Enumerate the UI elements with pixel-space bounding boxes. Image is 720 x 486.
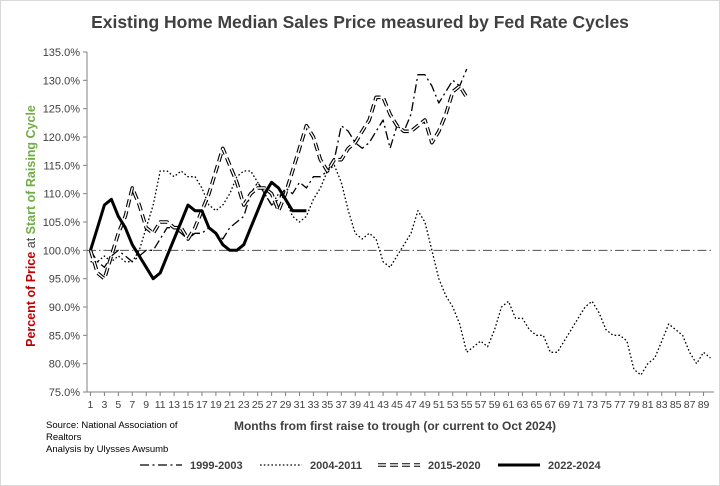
x-tick-label: 57: [475, 399, 487, 411]
x-tick-label: 27: [266, 399, 278, 411]
y-tick-label: 105.0%: [43, 217, 81, 229]
x-tick-label: 87: [684, 399, 696, 411]
y-axis-title-part3: Start of Raising Cycle: [24, 105, 38, 234]
x-tick-label: 85: [670, 399, 682, 411]
x-tick-label: 23: [238, 399, 250, 411]
x-tick-label: 43: [377, 399, 389, 411]
series-line: [89, 180, 307, 281]
x-tick-label: 49: [419, 399, 431, 411]
x-tick-label: 13: [168, 399, 180, 411]
x-tick-label: 75: [600, 399, 612, 411]
x-tick-label: 67: [544, 399, 556, 411]
x-tick-label: 89: [698, 399, 710, 411]
series-2022-2024: [89, 180, 307, 281]
x-tick-label: 11: [155, 399, 166, 411]
legend-item: 1999-2003: [140, 460, 243, 472]
legend-item: 2015-2020: [378, 460, 481, 472]
y-tick-label: 100.0%: [43, 245, 81, 257]
source-line-1: Source: National Association of: [46, 420, 178, 431]
x-tick-label: 17: [196, 399, 208, 411]
legend-label: 1999-2003: [190, 460, 243, 472]
legend-label: 2015-2020: [428, 460, 481, 472]
x-tick-label: 37: [335, 399, 347, 411]
legend-item: 2004-2011: [260, 460, 362, 472]
x-tick-label: 5: [115, 399, 121, 411]
plot-area: 75.0% 80.0% 85.0% 90.0% 95.0% 100.0% 105.0% 110…: [43, 47, 714, 411]
x-tick-label: 61: [503, 399, 515, 411]
series-line: [89, 85, 468, 280]
y-tick-label: 115.0%: [44, 160, 81, 172]
y-tick-label: 110.0%: [44, 189, 81, 201]
series-layer: [88, 68, 711, 376]
y-tick-label: 135.0%: [43, 47, 81, 59]
x-tick-label: 29: [280, 399, 292, 411]
x-tick-label: 3: [101, 399, 107, 411]
source-line-2: Realtors: [46, 432, 82, 443]
x-tick-label: 79: [628, 399, 640, 411]
source-note: Source: National Association of Realtors…: [46, 420, 178, 455]
x-tick-label: 1: [88, 399, 94, 411]
legend: 1999-2003 2004-2011 2015-2020 2022-2024: [140, 460, 601, 472]
x-tick-label: 73: [586, 399, 598, 411]
x-tick-label: 25: [252, 399, 264, 411]
y-tick-label: 80.0%: [49, 359, 80, 371]
x-tick-label: 41: [363, 399, 375, 411]
x-tick-label: 51: [433, 399, 445, 411]
y-tick-label: 95.0%: [49, 274, 80, 286]
x-axis-ticks: 1 3 5 7 9 11 13 15 17 19 21 23 25 27 29 31 33 35 37 39 41 43 4…: [88, 392, 710, 411]
y-axis-title: Percent of Price at Start of Raising Cyc…: [24, 105, 38, 347]
x-tick-label: 45: [391, 399, 403, 411]
legend-item: 2022-2024: [498, 460, 601, 472]
x-tick-label: 15: [182, 399, 194, 411]
y-tick-label: 85.0%: [49, 330, 80, 342]
x-tick-label: 19: [210, 399, 222, 411]
legend-label: 2004-2011: [310, 460, 362, 472]
y-axis-title-part2: at: [24, 234, 38, 251]
y-tick-label: 130.0%: [43, 75, 81, 87]
y-axis-title-part1: Percent of Price: [24, 252, 38, 347]
x-tick-label: 69: [558, 399, 570, 411]
x-tick-label: 77: [614, 399, 626, 411]
y-axis-ticks: 75.0% 80.0% 85.0% 90.0% 95.0% 100.0% 105.0% 110…: [43, 47, 87, 399]
x-tick-label: 55: [461, 399, 473, 411]
x-tick-label: 21: [224, 399, 236, 411]
y-tick-label: 75.0%: [49, 387, 80, 399]
x-tick-label: 39: [349, 399, 361, 411]
x-tick-label: 7: [129, 399, 135, 411]
x-tick-label: 47: [405, 399, 417, 411]
x-tick-label: 65: [531, 399, 543, 411]
legend-label: 2022-2024: [548, 460, 601, 472]
source-line-3: Analysis by Ulysses Awsumb: [46, 444, 168, 455]
series-2015-2020: [88, 84, 469, 281]
x-tick-label: 81: [642, 399, 654, 411]
x-axis-title: Months from first raise to trough (or cu…: [234, 419, 556, 433]
x-tick-label: 53: [447, 399, 459, 411]
x-tick-label: 63: [517, 399, 529, 411]
y-tick-label: 90.0%: [49, 302, 80, 314]
x-tick-label: 83: [656, 399, 668, 411]
chart-title: Existing Home Median Sales Price measure…: [91, 12, 629, 32]
y-tick-label: 120.0%: [43, 132, 81, 144]
y-tick-label: 125.0%: [43, 104, 81, 116]
x-tick-label: 35: [322, 399, 334, 411]
x-tick-label: 31: [294, 399, 306, 411]
x-tick-label: 59: [489, 399, 501, 411]
x-tick-label: 71: [572, 399, 584, 411]
x-tick-label: 33: [308, 399, 320, 411]
x-tick-label: 9: [143, 399, 149, 411]
